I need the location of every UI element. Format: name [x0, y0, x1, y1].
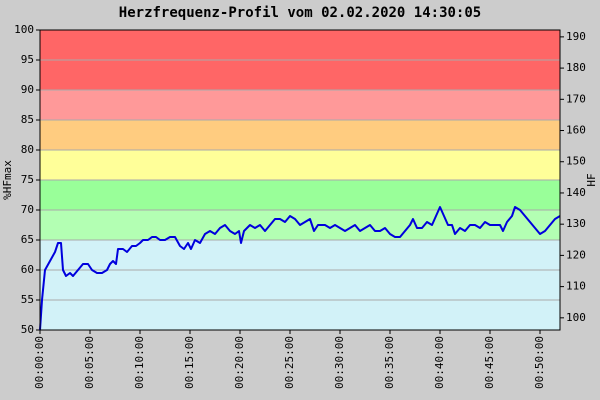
y2-tick-label: 180 — [566, 61, 586, 74]
y-tick-label: 70 — [21, 203, 34, 216]
y-tick-label: 50 — [21, 323, 34, 336]
y2-tick-label: 130 — [566, 217, 586, 230]
zone-band — [40, 240, 560, 330]
y2-tick-label: 150 — [566, 155, 586, 168]
x-tick-label: 00:00:00 — [33, 336, 46, 389]
y-tick-label: 60 — [21, 263, 34, 276]
y2-tick-label: 120 — [566, 248, 586, 261]
x-tick-label: 00:50:00 — [533, 336, 546, 389]
chart-title: Herzfrequenz-Profil vom 02.02.2020 14:30… — [119, 5, 481, 21]
x-tick-label: 00:35:00 — [383, 336, 396, 389]
x-tick-label: 00:20:00 — [233, 336, 246, 389]
x-tick-label: 00:10:00 — [133, 336, 146, 389]
y-tick-label: 95 — [21, 53, 34, 66]
hr-line — [39, 206, 561, 331]
y2-tick-label: 140 — [566, 186, 586, 199]
y-tick-label: 80 — [21, 143, 34, 156]
y2-tick-label: 170 — [566, 92, 586, 105]
zone-band — [40, 180, 560, 210]
x-tick-label: 00:25:00 — [283, 336, 296, 389]
y-tick-label: 90 — [21, 83, 34, 96]
y2-axis-label: HF — [585, 173, 598, 186]
y-axis-label: %HFmax — [1, 160, 14, 200]
plot-border — [39, 29, 561, 331]
x-tick-label: 00:40:00 — [433, 336, 446, 389]
x-tick-label: 00:30:00 — [333, 336, 346, 389]
x-tick-label: 00:05:00 — [83, 336, 96, 389]
y-tick-label: 65 — [21, 233, 34, 246]
zone-band — [40, 120, 560, 150]
zone-band — [40, 150, 560, 180]
y-tick-label: 85 — [21, 113, 34, 126]
y-tick-label: 55 — [21, 293, 34, 306]
y2-tick-label: 110 — [566, 280, 586, 293]
x-tick-label: 00:45:00 — [483, 336, 496, 389]
y2-tick-label: 160 — [566, 124, 586, 137]
y2-tick-label: 190 — [566, 30, 586, 43]
y-tick-label: 75 — [21, 173, 34, 186]
y-tick-label: 100 — [14, 23, 34, 36]
zone-band — [40, 90, 560, 120]
y2-tick-label: 100 — [566, 311, 586, 324]
x-tick-label: 00:15:00 — [183, 336, 196, 389]
